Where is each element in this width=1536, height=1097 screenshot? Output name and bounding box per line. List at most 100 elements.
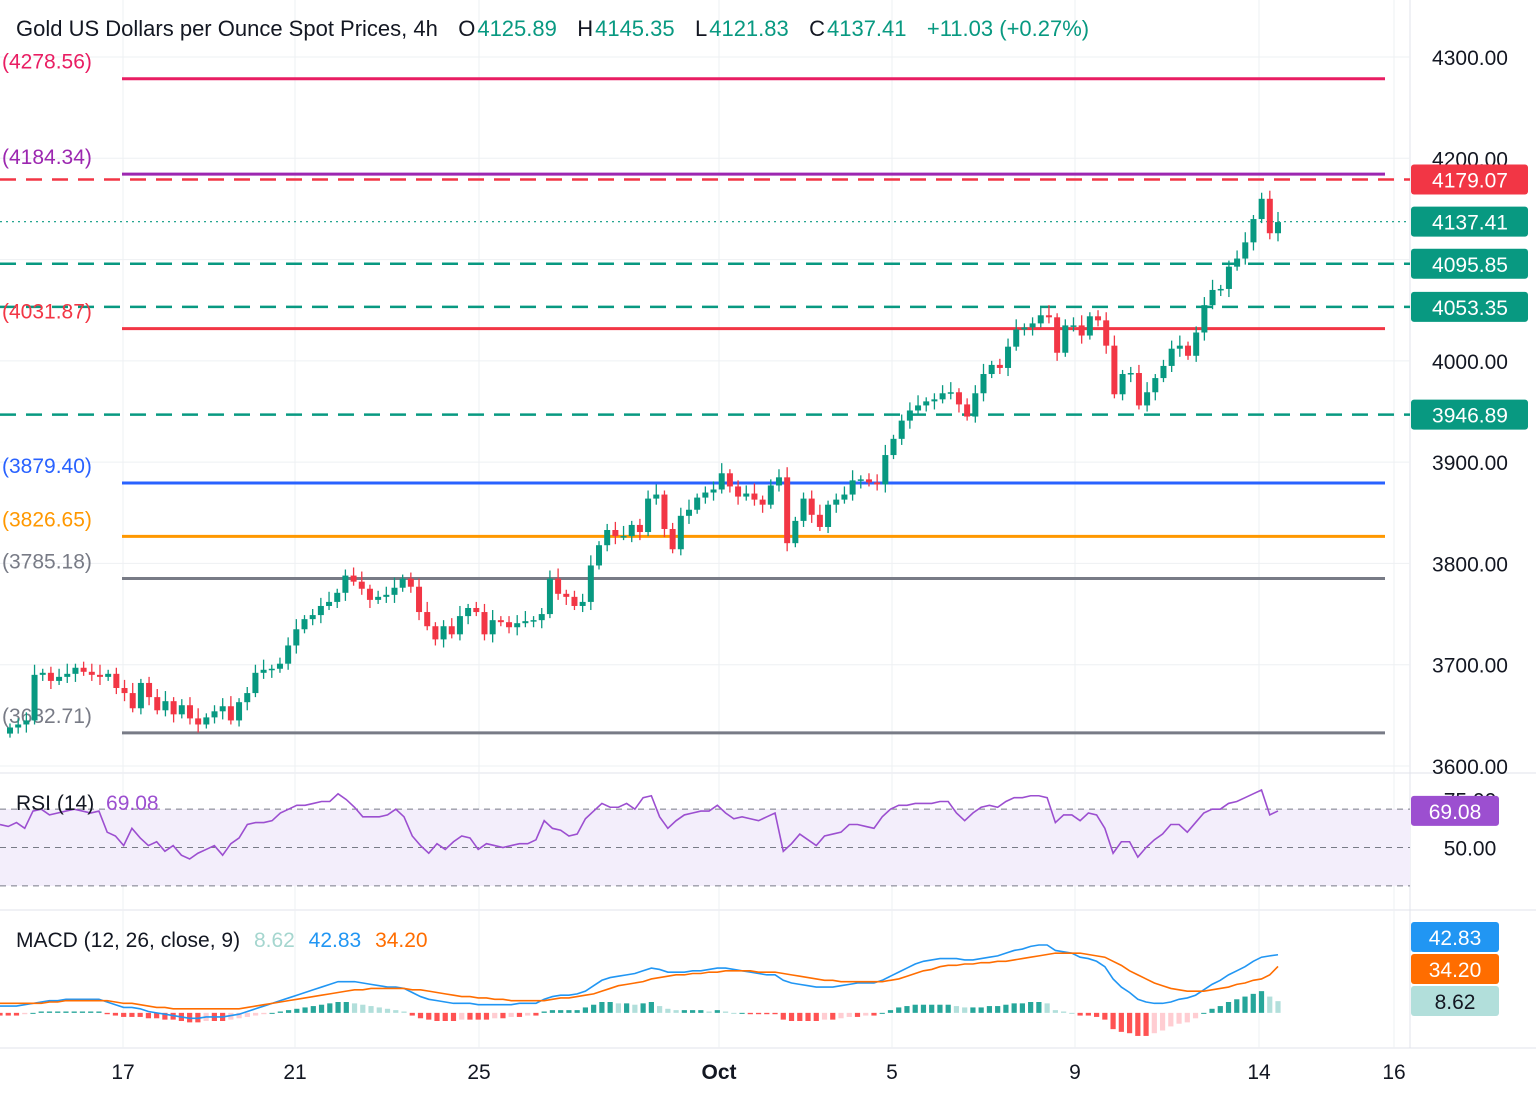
time-tick-label: 25 (467, 1061, 490, 1084)
macd-histogram-bar (1267, 996, 1273, 1013)
candle-body (236, 702, 243, 721)
candle-body (702, 492, 709, 498)
candle-body (424, 612, 431, 627)
candle-body (1021, 327, 1028, 330)
macd-histogram-bar (467, 1012, 473, 1020)
candle-body (334, 592, 341, 602)
candle-body (105, 673, 112, 677)
macd-histogram-bar (426, 1012, 432, 1020)
macd-histogram-bar (360, 1004, 366, 1013)
macd-histogram-bar (154, 1012, 160, 1019)
chart-header: Gold US Dollars per Ounce Spot Prices, 4… (16, 16, 1091, 42)
level-price-tag (1411, 206, 1528, 237)
level-label: (3632.71) (2, 705, 92, 728)
macd-histogram-bar (937, 1004, 943, 1013)
macd-histogram-bar (236, 1012, 242, 1019)
candle-body (1168, 348, 1175, 366)
candle-body (1086, 316, 1093, 336)
candle-body (1070, 325, 1077, 327)
macd-histogram-bar (1168, 1012, 1174, 1027)
macd-histogram-bar (63, 1011, 69, 1013)
candle-body (1201, 305, 1208, 333)
macd-histogram-bar (302, 1007, 308, 1013)
macd-histogram-bar (780, 1012, 786, 1020)
candle-body (113, 673, 120, 689)
candle-body (645, 498, 652, 533)
open-label: O (458, 16, 476, 41)
macd-hist-tag (1411, 986, 1499, 1016)
macd-histogram-bar (797, 1012, 803, 1021)
macd-histogram-bar (1176, 1012, 1182, 1024)
candle-body (833, 499, 840, 505)
candle-body (563, 593, 570, 597)
macd-histogram-bar (121, 1012, 127, 1017)
candle-body (96, 674, 103, 677)
candle-body (1037, 315, 1044, 324)
level-label: (4031.87) (2, 301, 92, 324)
macd-histogram-bar (1036, 1002, 1042, 1013)
rsi-value-tag (1411, 795, 1499, 826)
macd-histogram-bar (294, 1008, 300, 1013)
macd-histogram-bar (343, 1002, 349, 1013)
macd-value-tag (1411, 922, 1499, 952)
macd-histogram-bar (681, 1010, 687, 1013)
candle-body (293, 629, 300, 646)
macd-histogram-bar (285, 1010, 292, 1013)
rsi-title: RSI (14) (16, 792, 95, 815)
candle-body (416, 586, 423, 613)
candle-body (669, 528, 676, 550)
level-label: (3879.40) (2, 455, 92, 478)
macd-histogram-bar (1143, 1012, 1149, 1036)
rsi-title-row: RSI (14) 69.08 (16, 792, 159, 816)
macd-histogram-bar (409, 1012, 415, 1016)
candle-body (1005, 346, 1012, 368)
candle-body (1225, 266, 1232, 289)
macd-histogram-bar (986, 1006, 993, 1013)
macd-histogram-bar (854, 1012, 861, 1017)
macd-histogram-bar (962, 1007, 968, 1013)
candle-body (121, 688, 128, 694)
macd-histogram-bar (508, 1012, 514, 1017)
macd-histogram-bar (722, 1011, 729, 1013)
candles (7, 190, 1281, 738)
time-tick-label: 14 (1247, 1061, 1271, 1084)
candle-body (375, 596, 382, 600)
candle-body (47, 672, 54, 681)
candle-body (268, 668, 275, 671)
candle-body (767, 485, 774, 505)
price-tick-label: 4300.00 (1432, 47, 1508, 70)
macd-histogram-bar (1250, 993, 1256, 1013)
macd-histogram-bar (640, 1003, 646, 1013)
candle-body (816, 514, 823, 527)
candle-body (514, 623, 521, 628)
candle-body (1152, 378, 1159, 393)
price-tick-label: 3800.00 (1432, 553, 1508, 576)
price-tick-label: 3700.00 (1432, 655, 1508, 678)
macd-histogram-bar (261, 1012, 267, 1015)
candle-body (1029, 323, 1036, 328)
candle-body (1111, 345, 1118, 395)
macd-histogram-bar (1052, 1010, 1058, 1013)
candle-body (15, 724, 22, 728)
high-label: H (577, 16, 594, 41)
macd-histogram-bar (920, 1004, 927, 1013)
candle-body (865, 479, 872, 483)
close-label: C (809, 16, 825, 41)
candle-body (587, 565, 594, 602)
macd-histogram-bar (904, 1006, 910, 1013)
candle-body (849, 480, 856, 495)
candle-body (219, 706, 226, 712)
macd-histogram-bar (821, 1012, 828, 1020)
candle-body (841, 494, 848, 500)
candle-body (636, 524, 643, 533)
macd-histogram-bar (698, 1010, 704, 1013)
candle-body (342, 575, 349, 593)
macd-histogram-bar (137, 1012, 143, 1017)
macd-histogram-bar (945, 1004, 951, 1013)
candle-body (399, 578, 406, 588)
candle-body (473, 607, 480, 613)
macd-histogram-bar (96, 1011, 102, 1013)
level-price-tag-label: 4053.35 (1432, 297, 1508, 320)
macd-histogram-bar (533, 1012, 539, 1016)
